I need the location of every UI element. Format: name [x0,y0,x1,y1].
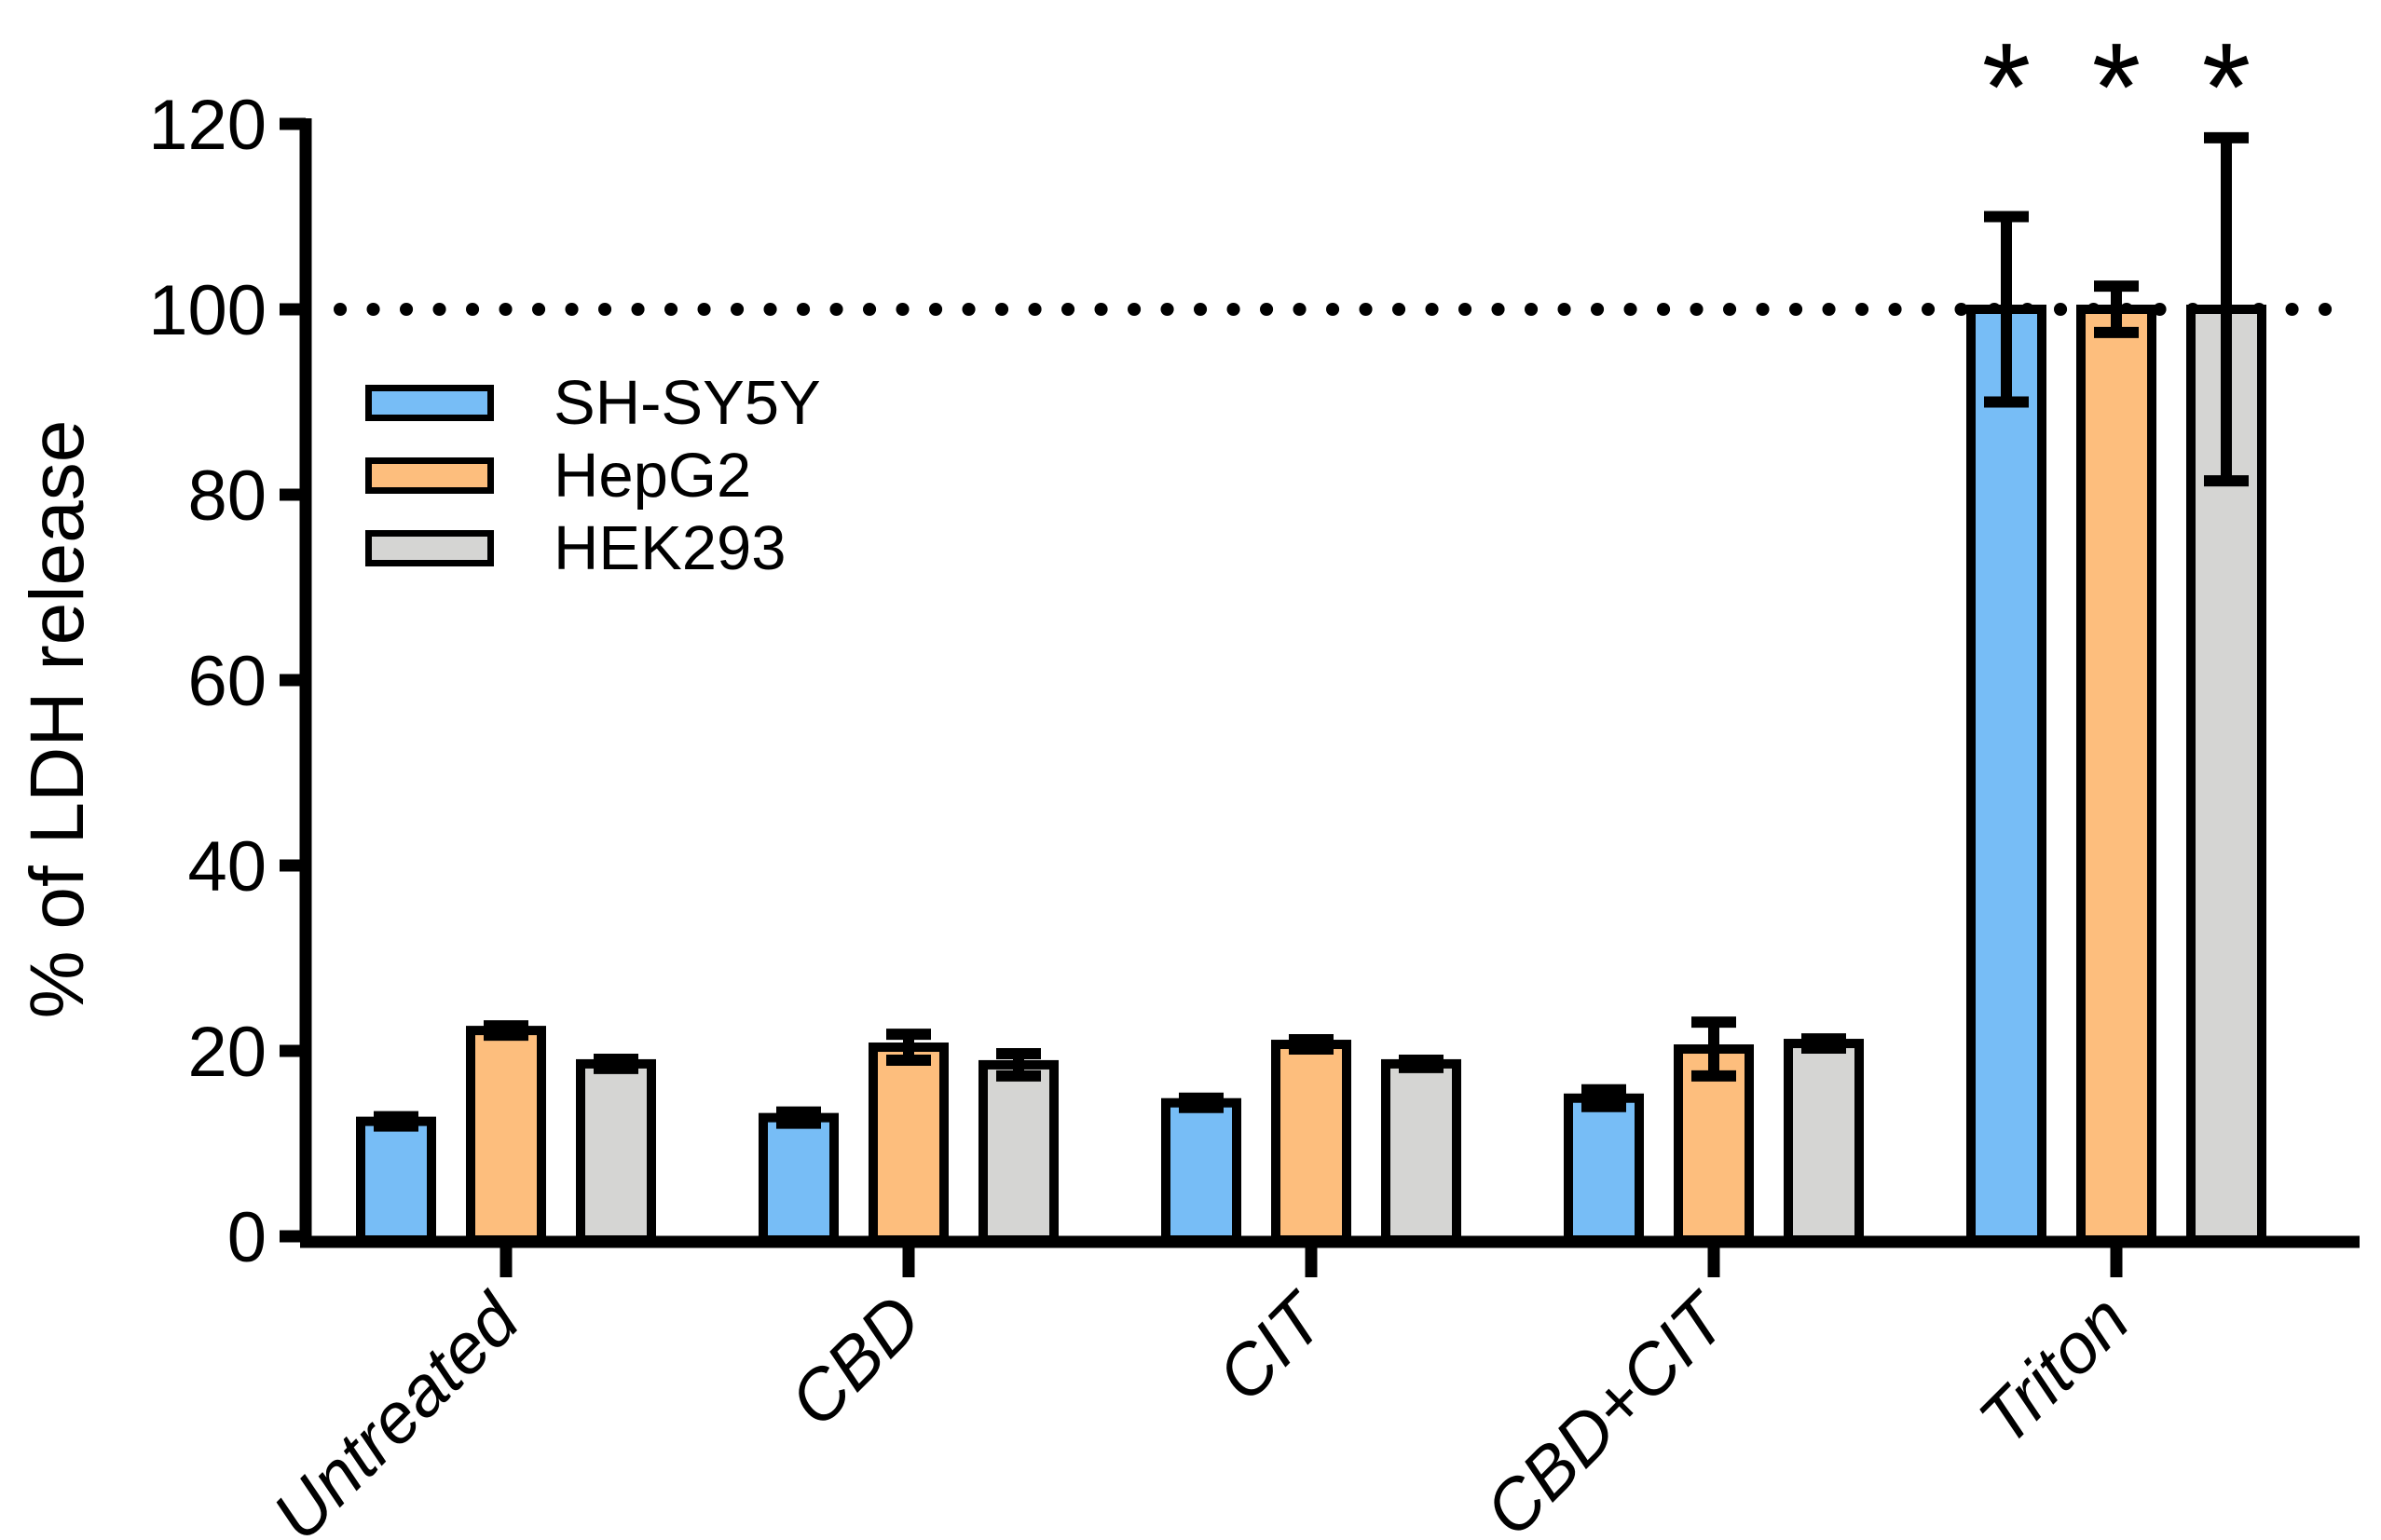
bar-triton-sh-sy5y [1966,305,2046,1245]
y-tick-label-40: 40 [187,827,267,906]
bar-untreated-sh-sy5y [356,1116,436,1245]
legend-label-sh-sy5y: SH-SY5Y [554,367,821,438]
significance-marker-sh-sy5y: * [1982,17,2032,157]
significance-marker-hepg2: * [2092,17,2142,157]
x-tick-label-triton: Triton [1964,1280,2144,1460]
x-tick-label-untreated: Untreated [258,1278,536,1540]
bar-cbd-hepg2 [869,1043,949,1246]
bar-untreated-hepg2 [466,1026,546,1245]
x-tick-label-cbd-cit: CBD+CIT [1470,1277,1745,1540]
x-tick-label-cit: CIT [1202,1277,1342,1417]
bar-cit-sh-sy5y [1161,1097,1241,1245]
bar-triton-hepg2 [2076,305,2156,1245]
y-tick-label-120: 120 [148,86,267,165]
bar-cbd-hek293 [978,1059,1059,1246]
bar-cbd-cit-sh-sy5y [1564,1093,1644,1245]
bar-cbd-cit-hek293 [1784,1039,1864,1246]
legend-swatch-hepg2-icon [365,457,494,494]
bar-cbd-sh-sy5y [759,1112,839,1246]
x-tick-label-cbd: CBD [774,1280,937,1442]
legend-swatch-hek293-icon [365,529,494,566]
bar-untreated-hek293 [576,1058,656,1246]
y-tick-label-20: 20 [187,1013,267,1092]
significance-marker-hek293: * [2202,17,2251,157]
y-tick-label-0: 0 [227,1198,267,1277]
legend-label-hek293: HEK293 [554,512,787,583]
legend-swatch-sh-sy5y-icon [365,384,494,421]
bar-cit-hek293 [1381,1058,1461,1246]
legend-item-sh-sy5y: SH-SY5Y [365,372,821,434]
legend-label-hepg2: HepG2 [554,440,752,511]
legend: SH-SY5Y HepG2 HEK293 [365,372,821,579]
y-axis-title: % of LDH release [15,419,100,1019]
legend-item-hek293: HEK293 [365,517,821,579]
legend-item-hepg2: HepG2 [365,444,821,507]
y-tick-label-60: 60 [187,642,267,721]
bar-cit-hepg2 [1271,1040,1351,1246]
y-tick-label-80: 80 [187,457,267,536]
y-tick-label-100: 100 [148,271,267,350]
